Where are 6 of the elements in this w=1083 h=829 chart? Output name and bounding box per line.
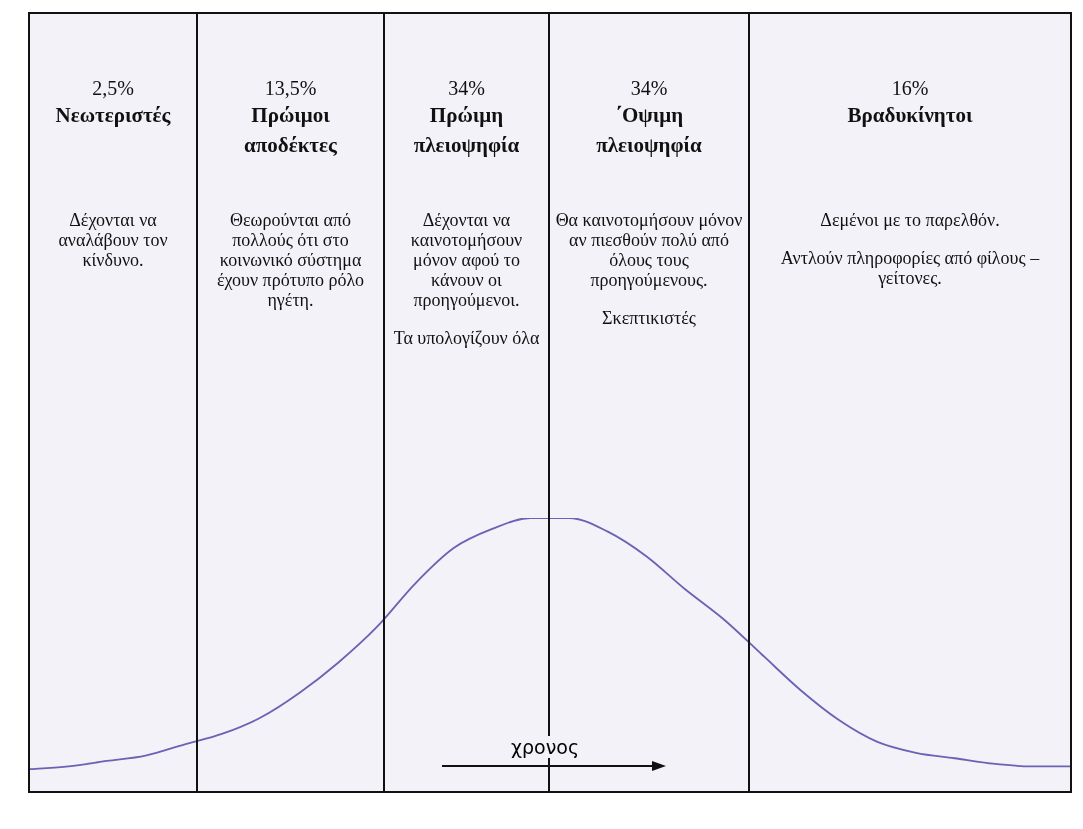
text: 13,5% Πρώιμοι αποδέκτες Θεωρούνται από πολλούς ότι στο κοινωνικό σύστημα έχουν πρότυπο ρόλο ηγέτη.: [216, 77, 365, 310]
text: 34% ΄Οψιμη πλειοψηφία Θα καινοτομήσουν μόνον αν πιεσθούν πολύ από όλους τους προηγούμενους. Σκεπτικιστές: [555, 77, 743, 328]
text: 16% Βραδυκίνητοι Δεμένοι με το παρελθόν. Αντλούν πληροφορίες από φίλους – γείτονες.: [780, 77, 1040, 288]
x-axis-title: χρονος: [508, 736, 583, 758]
text: 34% Πρώιμη πλειοψηφία Δέχονται να καινοτομήσουν μόνον αφού το κάνουν οι προηγούμενοι. Τα υπολογίζουν όλα: [393, 77, 540, 348]
text: 2,5% Νεωτεριστές Δέχονται να αναλάβουν τον κίνδυνο.: [55, 77, 171, 270]
